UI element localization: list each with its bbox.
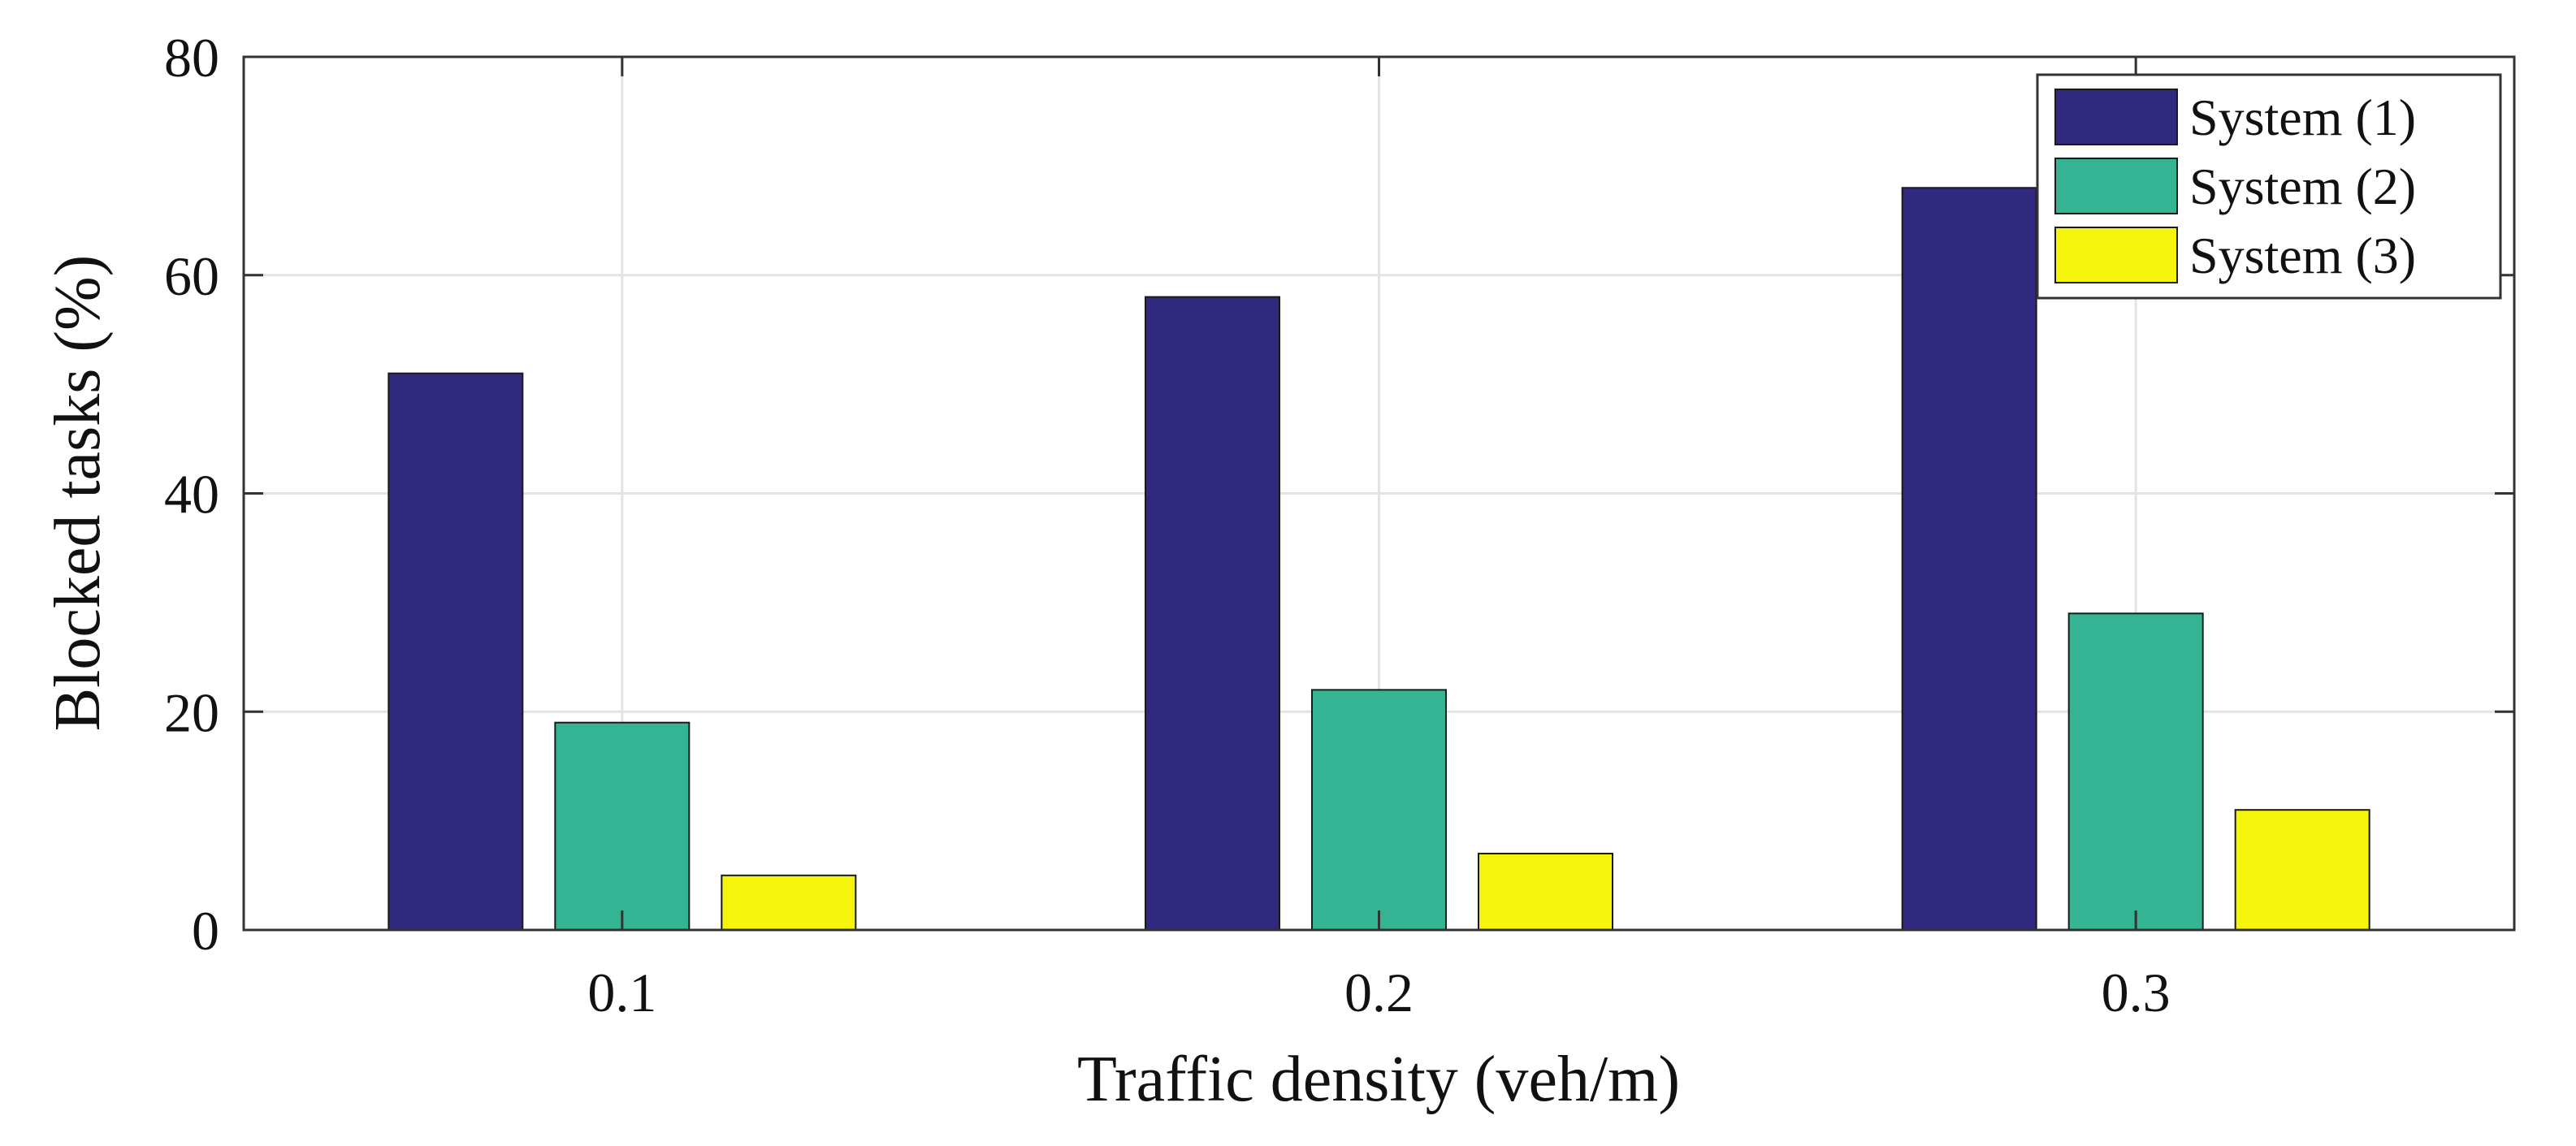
legend-swatch-series-3 bbox=[2054, 227, 2178, 283]
y-axis-ticks: 0 20 40 60 80 bbox=[164, 27, 2514, 962]
bar-series-3-cat-1 bbox=[721, 874, 857, 931]
bar-series-1-cat-2 bbox=[1145, 296, 1280, 931]
y-tick-label: 20 bbox=[164, 681, 219, 743]
legend-label-series-2: System (2) bbox=[2189, 158, 2416, 215]
bar-series-2-cat-1 bbox=[554, 721, 691, 931]
y-tick-label: 40 bbox=[164, 464, 219, 525]
legend-swatch-series-2 bbox=[2054, 158, 2178, 214]
x-tick-label: 0.3 bbox=[2102, 962, 2171, 1023]
bar-series-1-cat-1 bbox=[387, 372, 524, 931]
y-tick-label: 80 bbox=[164, 27, 219, 89]
bar-series-2-cat-2 bbox=[1311, 689, 1447, 931]
bar-series-1-cat-3 bbox=[1901, 187, 2037, 931]
legend: System (1) System (2) System (3) bbox=[2036, 73, 2502, 300]
y-tick-label: 0 bbox=[192, 900, 219, 962]
legend-label-series-3: System (3) bbox=[2189, 227, 2416, 284]
legend-label-series-1: System (1) bbox=[2189, 89, 2416, 146]
y-tick-label: 60 bbox=[164, 245, 219, 307]
bar-series-3-cat-2 bbox=[1478, 852, 1613, 931]
legend-swatch-series-1 bbox=[2054, 89, 2178, 145]
x-axis-label: Traffic density (veh/m) bbox=[1077, 1044, 1680, 1115]
y-axis-label: Blocked tasks (%) bbox=[42, 255, 114, 732]
x-axis-ticks: 0.1 0.2 0.3 bbox=[587, 57, 2171, 1023]
x-tick-label: 0.1 bbox=[587, 962, 656, 1023]
bars bbox=[387, 187, 2370, 931]
bar-series-2-cat-3 bbox=[2067, 612, 2204, 931]
x-tick-label: 0.2 bbox=[1344, 962, 1414, 1023]
bar-series-3-cat-3 bbox=[2234, 809, 2370, 931]
